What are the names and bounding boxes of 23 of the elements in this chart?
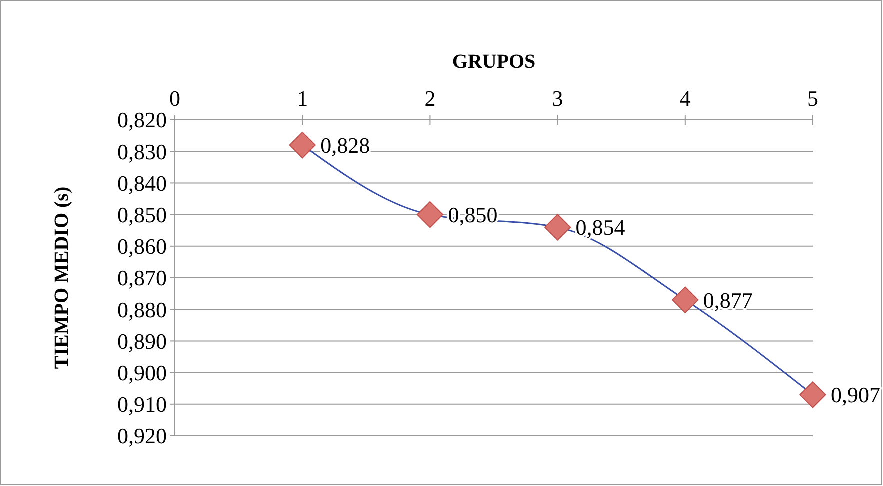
y-tick-label: 0,860	[118, 234, 167, 260]
data-label: 0,828	[320, 132, 370, 158]
y-tick-label: 0,870	[118, 266, 167, 291]
y-tick-label: 0,880	[118, 297, 167, 322]
y-tick-label: 0,900	[118, 360, 167, 386]
y-tick-label: 0,910	[118, 392, 167, 418]
x-tick-label: 4	[680, 86, 691, 111]
data-label: 0,877	[703, 288, 753, 313]
x-tick-label: 2	[424, 86, 436, 111]
data-label: 0,907	[831, 382, 880, 408]
y-tick-label: 0,840	[118, 170, 167, 196]
x-tick-label: 0	[170, 86, 180, 111]
y-tick-label: 0,920	[118, 424, 167, 449]
x-tick-label: 1	[297, 86, 308, 111]
y-tick-label: 0,850	[118, 202, 167, 228]
y-tick-label: 0,820	[118, 108, 167, 133]
x-axis-title: GRUPOS	[452, 51, 536, 73]
x-tick-label: 3	[552, 86, 564, 111]
data-label: 0,854	[576, 215, 626, 240]
x-tick-label: 5	[808, 86, 818, 111]
y-axis-title: TIEMPO MEDIO (s)	[51, 186, 73, 370]
y-tick-label: 0,890	[118, 328, 167, 354]
y-tick-label: 0,830	[118, 139, 167, 164]
